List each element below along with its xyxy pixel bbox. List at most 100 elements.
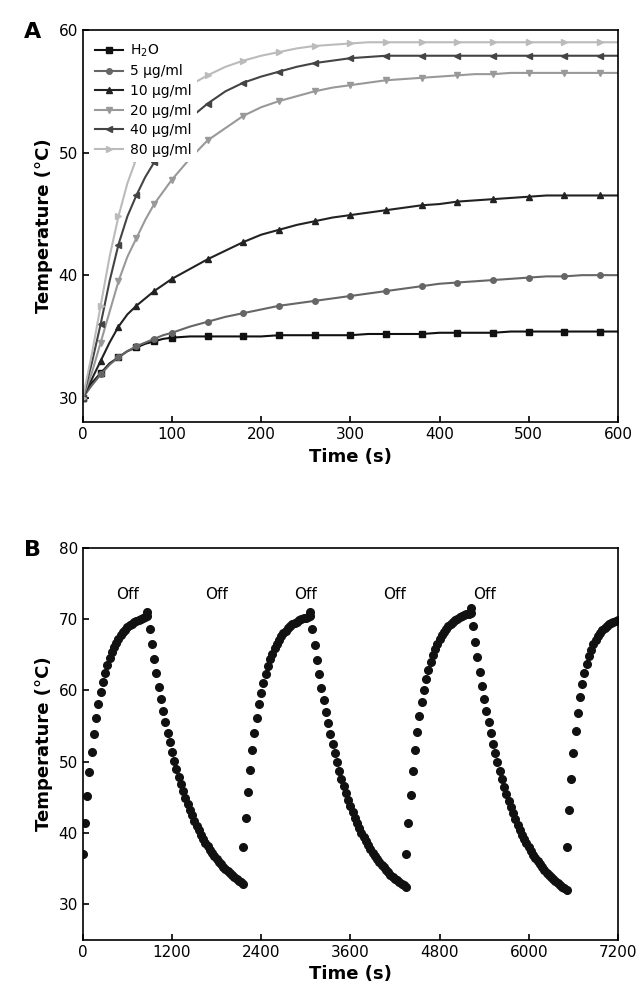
20 μg/ml [240,110,247,122]
5 μg/ml [418,280,426,292]
20 μg/ml [293,90,301,102]
80 μg/ml [124,177,131,189]
80 μg/ml [561,36,568,48]
H$_2$O [543,326,550,338]
10 μg/ml [311,215,318,227]
40 μg/ml [97,318,104,330]
10 μg/ml [97,355,104,367]
20 μg/ml [311,85,318,97]
Line: H$_2$O: H$_2$O [80,329,620,401]
10 μg/ml [614,189,622,201]
5 μg/ml [525,272,533,284]
H$_2$O [400,328,408,340]
20 μg/ml [471,68,479,80]
80 μg/ml [293,42,301,54]
10 μg/ml [150,285,158,297]
40 μg/ml [150,156,158,168]
80 μg/ml [364,36,372,48]
H$_2$O [124,345,131,357]
20 μg/ml [543,67,550,79]
H$_2$O [150,335,158,347]
80 μg/ml [454,36,461,48]
20 μg/ml [489,68,497,80]
5 μg/ml [578,269,586,281]
H$_2$O [88,377,96,389]
80 μg/ml [257,50,265,62]
80 μg/ml [543,36,550,48]
H$_2$O [436,327,443,339]
80 μg/ml [97,300,104,312]
10 μg/ml [124,308,131,320]
H$_2$O [222,330,229,342]
10 μg/ml [115,321,122,333]
10 μg/ml [418,199,426,211]
H$_2$O [141,338,149,350]
80 μg/ml [471,36,479,48]
10 μg/ml [525,191,533,203]
40 μg/ml [525,50,533,62]
5 μg/ml [436,278,443,290]
10 μg/ml [204,253,211,265]
40 μg/ml [124,210,131,222]
10 μg/ml [222,245,229,257]
Text: Off: Off [116,587,139,602]
10 μg/ml [400,202,408,214]
X-axis label: Time (s): Time (s) [309,965,392,983]
10 μg/ml [275,224,283,236]
10 μg/ml [543,189,550,201]
H$_2$O [382,328,390,340]
40 μg/ml [329,55,336,67]
20 μg/ml [400,73,408,85]
40 μg/ml [88,357,96,369]
40 μg/ml [578,50,586,62]
H$_2$O [275,329,283,341]
80 μg/ml [132,153,140,165]
20 μg/ml [329,82,336,94]
40 μg/ml [275,66,283,78]
5 μg/ml [186,321,194,333]
80 μg/ml [88,349,96,361]
5 μg/ml [222,311,229,323]
5 μg/ml [364,288,372,300]
5 μg/ml [79,392,87,404]
40 μg/ml [507,50,515,62]
H$_2$O [186,330,194,342]
H$_2$O [489,327,497,339]
Line: 80 μg/ml: 80 μg/ml [80,39,620,401]
40 μg/ml [132,189,140,201]
5 μg/ml [115,351,122,363]
20 μg/ml [596,67,604,79]
80 μg/ml [436,36,443,48]
10 μg/ml [186,263,194,275]
Text: Off: Off [294,587,317,602]
40 μg/ml [141,171,149,183]
40 μg/ml [364,51,372,63]
H$_2$O [159,333,167,345]
5 μg/ml [150,333,158,345]
10 μg/ml [382,204,390,216]
20 μg/ml [382,74,390,86]
40 μg/ml [471,50,479,62]
80 μg/ml [489,36,497,48]
Legend: H$_2$O, 5 μg/ml, 10 μg/ml, 20 μg/ml, 40 μg/ml, 80 μg/ml: H$_2$O, 5 μg/ml, 10 μg/ml, 20 μg/ml, 40 … [90,37,197,162]
5 μg/ml [159,329,167,341]
10 μg/ml [159,279,167,291]
Y-axis label: Temperature (°C): Temperature (°C) [35,657,53,831]
80 μg/ml [614,36,622,48]
5 μg/ml [106,359,113,371]
10 μg/ml [561,189,568,201]
H$_2$O [293,329,301,341]
40 μg/ml [159,143,167,155]
5 μg/ml [311,295,318,307]
5 μg/ml [204,316,211,328]
H$_2$O [471,327,479,339]
20 μg/ml [168,174,176,186]
20 μg/ml [132,232,140,244]
10 μg/ml [471,194,479,206]
80 μg/ml [347,37,354,49]
H$_2$O [168,332,176,344]
80 μg/ml [204,69,211,81]
20 μg/ml [561,67,568,79]
10 μg/ml [293,219,301,231]
H$_2$O [329,329,336,341]
